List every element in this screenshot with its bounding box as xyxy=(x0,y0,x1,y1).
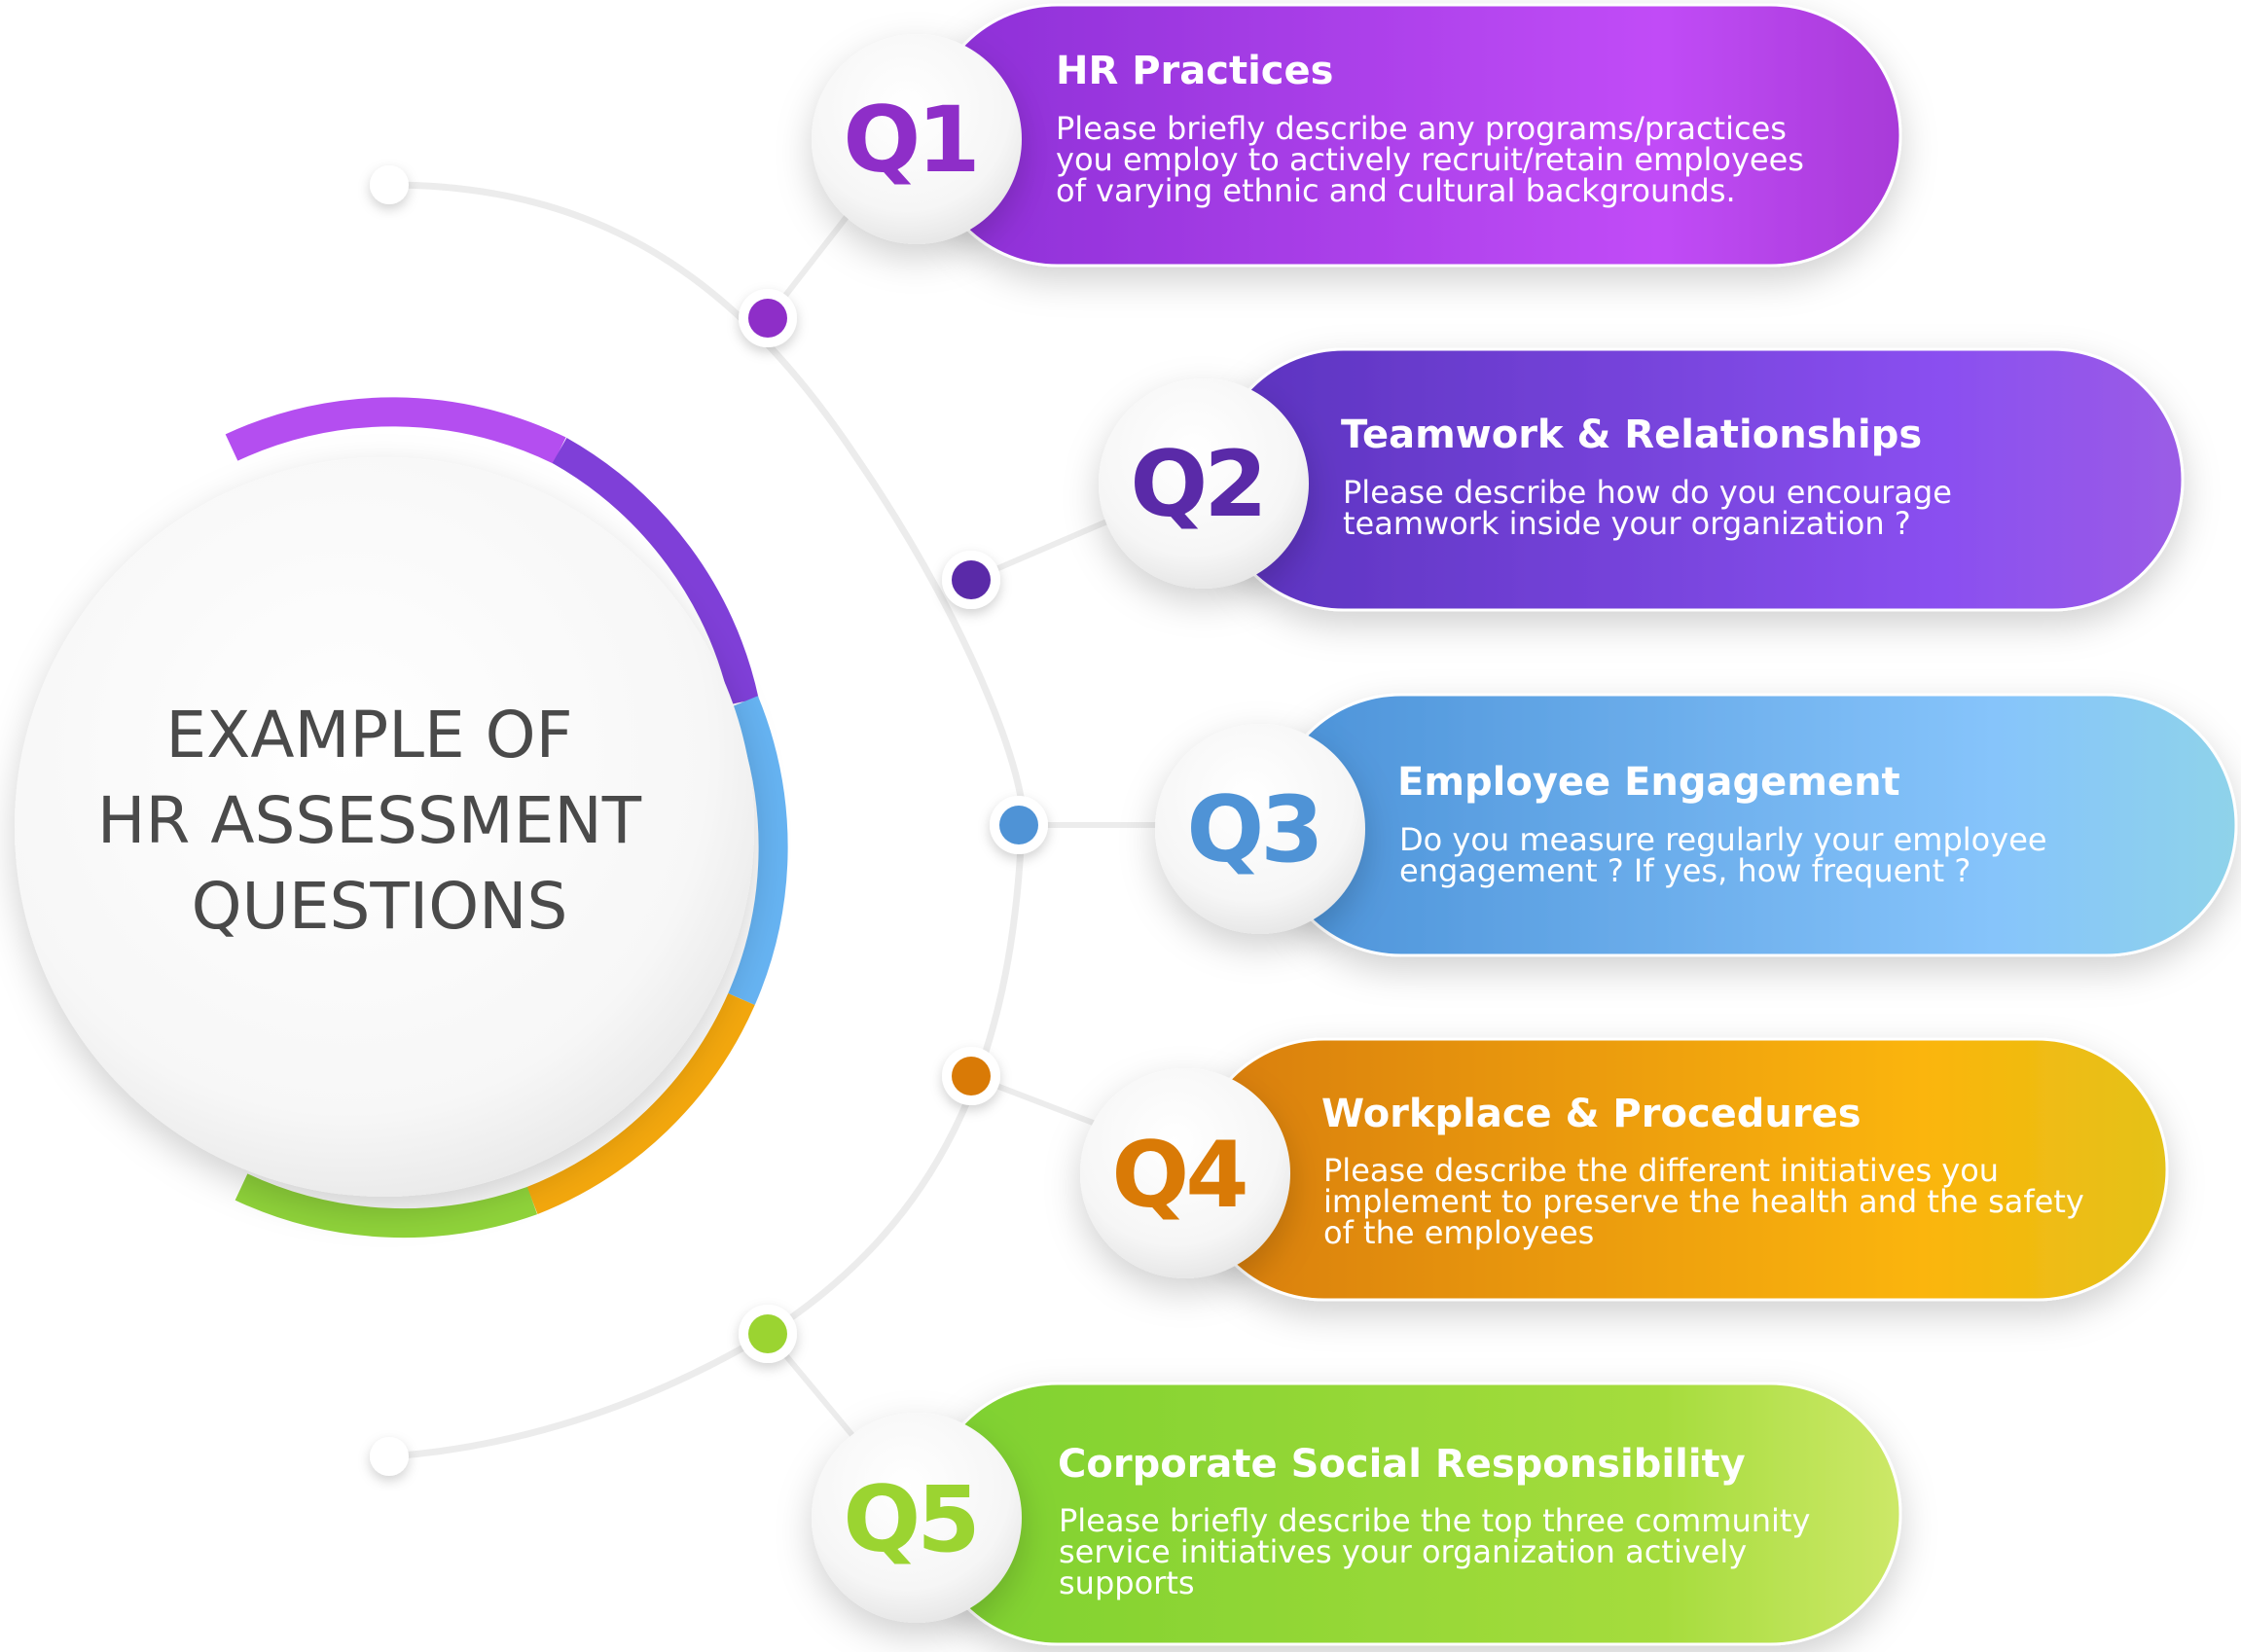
ring-segment-violet xyxy=(552,437,759,705)
ring-segment-green xyxy=(235,1173,538,1239)
question-number-badge-q1 xyxy=(812,34,1022,244)
arc-end-top-node xyxy=(370,165,409,204)
title-circle xyxy=(15,457,754,1197)
question-description-q1-line-2: you employ to actively recruit/retain em… xyxy=(1056,141,1804,178)
question-description-q5: Please briefly describe the top three co… xyxy=(1059,1502,1821,1601)
title-circle-group: EXAMPLE OF HR ASSESSMENT QUESTIONS xyxy=(15,397,788,1239)
question-description-q1-line-3: of varying ethnic and cultural backgroun… xyxy=(1056,172,1736,209)
question-number-q5: Q5 xyxy=(843,1467,976,1573)
title-line-1: EXAMPLE OF xyxy=(165,698,572,772)
dot-q5 xyxy=(748,1314,787,1353)
question-number-badge-q5 xyxy=(812,1413,1022,1623)
question-description-q3-line-1: Do you measure regularly your employee xyxy=(1399,821,2047,858)
question-number-badge-q3 xyxy=(1155,724,1365,934)
question-description-q2-line-1: Please describe how do you encourage xyxy=(1343,474,1952,511)
question-description-q1-line-1: Please briefly describe any programs/pra… xyxy=(1056,110,1787,147)
question-description-q5-line-2: service initiatives your organization ac… xyxy=(1059,1533,1747,1570)
question-title-q1: HR Practices xyxy=(1056,49,1333,93)
dot-q2 xyxy=(952,560,991,599)
question-description-q1: Please briefly describe any programs/pra… xyxy=(1056,110,1814,209)
question-item-q5: Q5 Corporate Social Responsibility Pleas… xyxy=(812,1382,1902,1646)
arc-end-bottom-node xyxy=(370,1437,409,1476)
title-line-2: HR ASSESSMENT xyxy=(97,783,642,858)
question-description-q2-line-2: teamwork inside your organization ? xyxy=(1343,505,1911,542)
question-item-q3: Q3 Employee Engagement Do you measure re… xyxy=(1155,693,2238,957)
question-number-q4: Q4 xyxy=(1111,1123,1246,1229)
question-number-q2: Q2 xyxy=(1130,432,1263,538)
question-description-q4: Please describe the different initiative… xyxy=(1323,1152,2094,1251)
question-title-q4: Workplace & Procedures xyxy=(1321,1092,1861,1136)
question-number-q1: Q1 xyxy=(843,88,976,194)
question-description-q5-line-1: Please briefly describe the top three co… xyxy=(1059,1502,1810,1539)
question-description-q4-line-1: Please describe the different initiative… xyxy=(1323,1152,1999,1189)
dot-node-q2 xyxy=(942,551,1000,609)
arc-dots xyxy=(739,289,1048,1363)
dot-q3 xyxy=(999,806,1038,844)
question-number-q3: Q3 xyxy=(1186,777,1319,883)
question-title-q5: Corporate Social Responsibility xyxy=(1058,1442,1746,1487)
question-title-q3: Employee Engagement xyxy=(1397,760,1900,805)
dot-node-q5 xyxy=(739,1305,797,1363)
question-item-q1: Q1 HR Practices Please briefly describe … xyxy=(812,3,1902,268)
question-description-q5-line-3: supports xyxy=(1059,1564,1195,1601)
question-description-q2: Please describe how do you encourage tea… xyxy=(1343,474,1962,542)
ring-segment-blue xyxy=(728,696,788,1005)
question-description-q4-line-2: implement to preserve the health and the… xyxy=(1323,1183,2084,1220)
dot-node-q3 xyxy=(990,796,1048,854)
dot-q1 xyxy=(748,299,787,338)
dot-node-q1 xyxy=(739,289,797,347)
dot-q4 xyxy=(952,1057,991,1095)
question-number-badge-q2 xyxy=(1099,378,1309,589)
title-ring xyxy=(225,397,788,1239)
question-description-q3-line-2: engagement ? If yes, how frequent ? xyxy=(1399,852,1970,889)
ring-segment-purple xyxy=(225,397,566,464)
dot-node-q4 xyxy=(942,1047,1000,1105)
question-title-q2: Teamwork & Relationships xyxy=(1341,413,1922,457)
question-description-q3: Do you measure regularly your employee e… xyxy=(1399,821,2057,889)
page-title: EXAMPLE OF HR ASSESSMENT QUESTIONS xyxy=(97,698,662,944)
question-number-badge-q4 xyxy=(1080,1068,1290,1278)
question-description-q4-line-3: of the employees xyxy=(1323,1214,1594,1251)
question-item-q2: Q2 Teamwork & Relationships Please descr… xyxy=(1099,347,2185,612)
question-item-q4: Q4 Workplace & Procedures Please describ… xyxy=(1080,1037,2169,1302)
ring-segment-orange xyxy=(526,992,755,1214)
question-list: Q1 HR Practices Please briefly describe … xyxy=(812,3,2238,1646)
title-line-3: QUESTIONS xyxy=(192,869,568,944)
